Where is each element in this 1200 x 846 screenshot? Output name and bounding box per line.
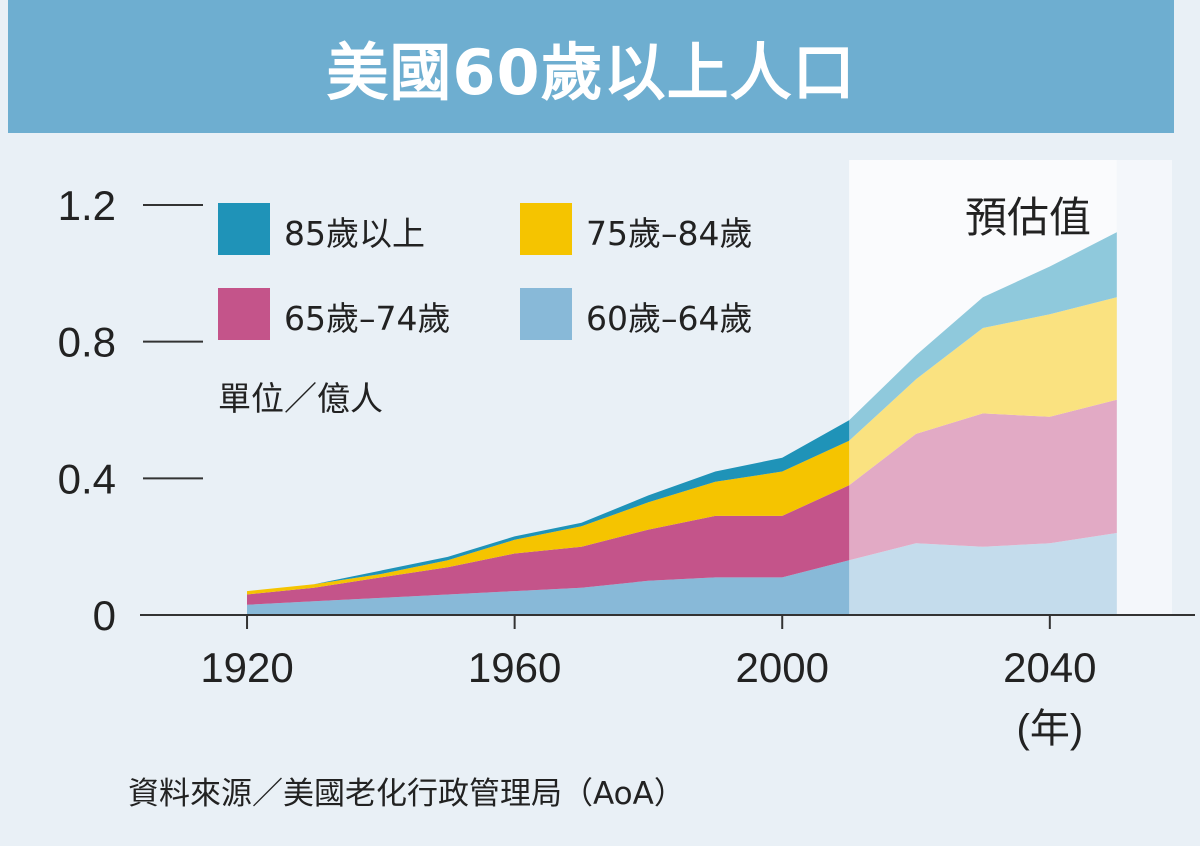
x-unit-label: (年)	[1017, 707, 1084, 751]
legend-swatch-s75_84	[520, 203, 572, 255]
x-tick-label: 1960	[468, 644, 561, 691]
title-bar: 美國60歲以上人口	[8, 0, 1174, 133]
legend-swatch-s60_64	[520, 288, 572, 340]
projection-overlay	[849, 160, 1117, 615]
source-note: 資料來源／美國老化行政管理局（AoA）	[128, 776, 685, 812]
y-tick-label: 0.4	[58, 455, 116, 502]
legend-label-s60_64: 60歲–64歲	[586, 299, 752, 338]
y-tick-label: 0	[93, 592, 116, 639]
y-tick-label: 1.2	[58, 182, 116, 229]
x-tick-label: 1920	[200, 644, 293, 691]
chart-title: 美國60歲以上人口	[326, 35, 856, 109]
legend-label-s75_84: 75歲–84歲	[586, 214, 752, 253]
legend-swatch-s85plus	[218, 203, 270, 255]
x-tick-label: 2040	[1003, 644, 1096, 691]
y-unit-label: 單位／億人	[218, 379, 383, 418]
projection-label: 預估值	[965, 193, 1091, 242]
y-tick-label: 0.8	[58, 319, 116, 366]
legend-label-s65_74: 65歲–74歲	[284, 299, 450, 338]
legend-swatch-s65_74	[218, 288, 270, 340]
legend-label-s85plus: 85歲以上	[284, 214, 425, 253]
x-tick-label: 2000	[736, 644, 829, 691]
